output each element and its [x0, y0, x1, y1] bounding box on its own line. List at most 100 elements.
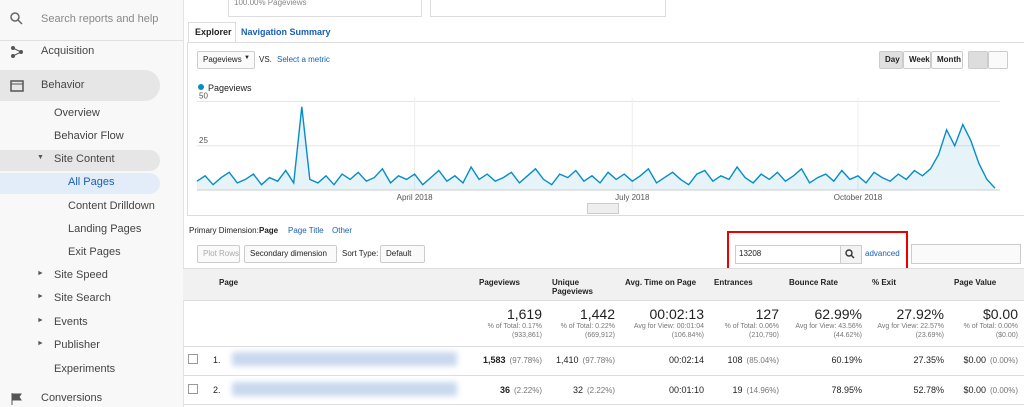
cell-value: 60.19% [831, 355, 862, 365]
cell-value: 108 [727, 355, 743, 365]
total-sub: Avg for View: 00:01:04 [633, 323, 704, 330]
select-metric[interactable]: Select a metric [277, 55, 330, 64]
search-placeholder[interactable]: Search reports and help [41, 13, 159, 25]
metric-select[interactable]: Pageviews [197, 51, 255, 69]
chart-toggle[interactable] [587, 203, 619, 214]
nav-item[interactable]: Site Search [54, 292, 111, 304]
page-name-blurred[interactable] [232, 382, 457, 396]
cell-value: 27.35% [913, 355, 944, 365]
total-sub: ($0.00) [995, 332, 1018, 339]
site-content-highlight [0, 150, 160, 171]
cell: $0.00 (0.00%) [950, 385, 1018, 395]
cell-percent: (97.78%) [582, 356, 615, 365]
tab[interactable]: Explorer [195, 27, 232, 37]
column-header[interactable]: Page [219, 278, 239, 287]
cell: 108 (85.04%) [710, 355, 780, 365]
x-tick-label: July 2018 [615, 193, 650, 202]
total-value: 1,619 [506, 306, 542, 322]
column-header[interactable]: Avg. Time on Page [625, 278, 697, 287]
search-button-icon [845, 249, 855, 259]
x-tick-label: April 2018 [397, 193, 434, 202]
total-value: 27.92% [896, 306, 944, 322]
column-header[interactable]: Entrances [714, 278, 753, 287]
expand-arrow: ► [37, 270, 44, 277]
cell-percent: (2.22%) [586, 386, 615, 395]
nav-item[interactable]: Site Content [54, 153, 115, 165]
cell-percent: (2.22%) [513, 386, 542, 395]
dimension-option[interactable]: Page Title [288, 226, 324, 235]
cell: 32 (2.22%) [548, 385, 615, 395]
row-checkbox[interactable] [188, 354, 198, 364]
cell-value: $0.00 [963, 355, 986, 365]
page-name-blurred[interactable] [232, 352, 457, 366]
cell-value: 36 [499, 385, 510, 395]
row-checkbox[interactable] [188, 384, 198, 394]
chart-type-button[interactable] [968, 51, 988, 69]
period-button[interactable]: Month [931, 51, 963, 69]
cell-value: 78.95% [831, 385, 862, 395]
nav-item[interactable]: Acquisition [41, 45, 95, 57]
dropdown-arrow: ▼ [244, 55, 250, 61]
nav-item[interactable]: Content Drilldown [68, 200, 155, 212]
nav-item[interactable]: Site Speed [54, 269, 108, 281]
chart-type-button[interactable] [988, 51, 1008, 69]
nav-item[interactable]: Behavior Flow [54, 130, 124, 142]
cell: 1,410 (97.78%) [548, 355, 615, 365]
conversions-icon [11, 393, 22, 405]
summary-card [228, 0, 422, 17]
acquisition-icon [11, 46, 23, 58]
dimension-option[interactable]: Other [332, 226, 353, 235]
row-divider [183, 375, 1024, 376]
nav-item[interactable]: Landing Pages [68, 223, 142, 235]
advanced-link[interactable]: advanced [865, 249, 900, 258]
column-header[interactable]: Unique Pageviews [552, 278, 593, 296]
nav-item[interactable]: Publisher [54, 339, 100, 351]
column-header[interactable]: Bounce Rate [789, 278, 838, 287]
tab-active-border [188, 22, 236, 43]
cell-percent: (97.78%) [509, 356, 542, 365]
cell: 00:02:14 [621, 355, 704, 365]
column-header[interactable]: Page Value [954, 278, 997, 287]
column-header[interactable]: Pageviews [479, 278, 520, 287]
line [196, 106, 996, 189]
sort-label: Sort Type: [342, 249, 379, 258]
cell-value: 1,583 [483, 355, 506, 365]
column-header[interactable]: % Exit [872, 278, 897, 287]
nav-item[interactable]: Overview [54, 107, 100, 119]
total-sub: (933,861) [512, 332, 542, 339]
period-button[interactable]: Week [903, 51, 931, 69]
total-sub: (669,912) [585, 332, 615, 339]
nav-item[interactable]: All Pages [68, 176, 115, 188]
view-switcher[interactable] [911, 244, 1021, 264]
cell-value: 52.78% [913, 385, 944, 395]
cell-value: 19 [732, 385, 743, 395]
vs-label: VS. [259, 55, 272, 64]
nav-item[interactable]: Experiments [54, 363, 116, 375]
divider [0, 40, 183, 41]
secondary-dimension[interactable]: Secondary dimension [244, 245, 337, 263]
row-divider [183, 346, 1024, 347]
nav-item[interactable]: Conversions [41, 392, 103, 404]
nav-item[interactable]: Events [54, 316, 88, 328]
x-tick-label: October 2018 [834, 193, 883, 202]
cell: 36 (2.22%) [475, 385, 542, 395]
row-divider [183, 404, 1024, 405]
y-tick-label: 50 [199, 92, 208, 101]
sort-select[interactable]: Default [380, 245, 425, 263]
search-value[interactable]: 13208 [739, 249, 762, 258]
area [197, 106, 995, 190]
summary-card-text: 100.00% Pageviews [234, 0, 307, 7]
behavior-highlight [0, 70, 160, 101]
legend-marker [198, 84, 204, 90]
tab[interactable]: Navigation Summary [241, 27, 331, 37]
nav-item[interactable]: Behavior [41, 79, 85, 91]
total-value: 62.99% [814, 306, 862, 322]
dimension-option[interactable]: Page [259, 226, 279, 235]
total-sub: Avg for View: 43.56% [795, 323, 862, 330]
nav-item[interactable]: Exit Pages [68, 246, 121, 258]
plot-rows-button: Plot Rows [197, 245, 240, 263]
period-button[interactable]: Day [879, 51, 903, 69]
cell-percent: (0.00%) [989, 356, 1018, 365]
cell: $0.00 (0.00%) [950, 355, 1018, 365]
table-header [183, 268, 1024, 301]
